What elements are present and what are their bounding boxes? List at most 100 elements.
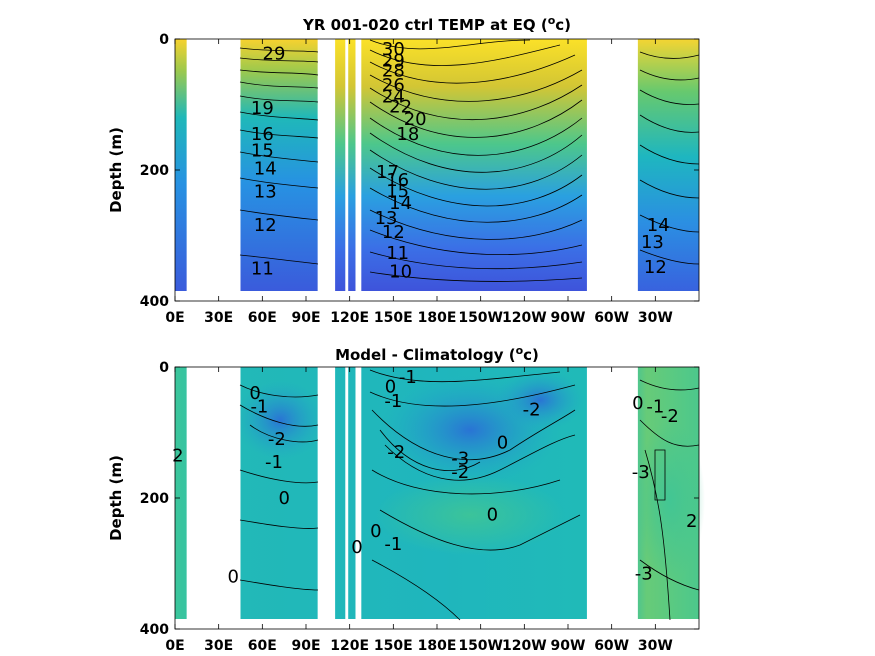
contour-label: 10 [389, 262, 412, 283]
contour-label: 0 [497, 432, 508, 453]
panel1-atlantic-field [636, 39, 699, 301]
contour-label: 2 [172, 445, 183, 466]
x-tick-label: 90W [551, 310, 586, 326]
y-tick-label: 0 [159, 360, 169, 376]
contour-label: 29 [382, 51, 405, 72]
panel1-y-axis: 0 200 400 [140, 32, 699, 310]
contour-label: 18 [396, 124, 419, 145]
contour-label: -1 [384, 534, 402, 555]
contour-label: -3 [635, 563, 653, 584]
contour-label: 13 [375, 208, 398, 229]
contour-label: 0 [351, 537, 362, 558]
land-gap [317, 367, 336, 629]
contour-label: 29 [263, 43, 286, 64]
contour-label: -1 [646, 396, 664, 417]
x-tick-label: 90E [291, 638, 320, 654]
x-tick-label: 30E [204, 638, 233, 654]
contour-label: 16 [251, 124, 274, 145]
contour-label: 24 [382, 87, 405, 108]
contour-label: -1 [265, 452, 283, 473]
contour-label: 2 [686, 511, 697, 532]
y-tick-label: 0 [159, 32, 169, 48]
panel2-ylabel: Depth (m) [107, 455, 125, 541]
contour-label: 30 [382, 39, 405, 60]
contour-label: 26 [382, 75, 405, 96]
panel2-land-gaps [186, 367, 638, 629]
contour-label: 17 [376, 162, 399, 183]
panel2-cool-pocket-east [495, 370, 585, 430]
panel2-warm-pocket-pacific [375, 475, 565, 555]
panel2-contours [239, 369, 700, 621]
contour-label: -2 [523, 400, 541, 421]
contour-label: 0 [632, 393, 643, 414]
contour-label: 28 [382, 60, 405, 81]
y-tick-label: 400 [140, 294, 169, 310]
contour-label: 0 [249, 383, 260, 404]
y-tick-label: 200 [140, 163, 169, 179]
panel1-west-strip [175, 39, 187, 301]
x-tick-label: 0E [165, 310, 184, 326]
contour-label: -2 [268, 429, 286, 450]
x-tick-label: 150W [458, 310, 503, 326]
x-tick-label: 60E [248, 638, 277, 654]
contour-label: 13 [641, 232, 664, 253]
contour-label: 14 [647, 215, 670, 236]
contour-label: 0 [227, 567, 238, 588]
contour-label: 11 [386, 243, 409, 264]
panel2-warm-pocket-atlantic [635, 420, 705, 580]
contour-label: -2 [451, 462, 469, 483]
land-gap [345, 367, 349, 629]
contour-label: -1 [250, 396, 268, 417]
x-tick-label: 30W [638, 638, 673, 654]
x-tick-label: 150E [374, 638, 413, 654]
panel1-land-gaps [186, 39, 638, 301]
land-gap [186, 39, 241, 301]
contour-label: 12 [254, 215, 277, 236]
land-gap [355, 39, 362, 301]
panel1-title: YR 001-020 ctrl TEMP at EQ (oc) [302, 14, 571, 34]
contour-label: 19 [251, 98, 274, 119]
land-gap [586, 39, 638, 301]
x-tick-label: 120W [502, 310, 547, 326]
x-tick-label: 180E [418, 310, 457, 326]
x-tick-label: 180E [418, 638, 457, 654]
contour-label: 0 [370, 521, 381, 542]
contour-label: 14 [389, 193, 412, 214]
x-tick-label: 30E [204, 310, 233, 326]
contour-label: 15 [251, 140, 274, 161]
contour-label: -3 [632, 462, 650, 483]
contour-label: 0 [278, 488, 289, 509]
panel2-title: Model - Climatology (oc) [335, 344, 539, 364]
x-tick-label: 60E [248, 310, 277, 326]
land-gap [317, 39, 336, 301]
contour-label: 15 [386, 181, 409, 202]
contour-label: 0 [385, 377, 396, 398]
contour-label: 14 [254, 159, 277, 180]
panel1-indian-field [236, 39, 318, 301]
x-tick-label: 90W [551, 638, 586, 654]
contour-label: 11 [251, 258, 274, 279]
x-tick-label: 60W [594, 310, 629, 326]
contour-label: -2 [387, 442, 405, 463]
x-tick-label: 120E [330, 310, 369, 326]
x-tick-label: 30W [638, 310, 673, 326]
contour-label: 20 [404, 109, 427, 130]
contour-label: 0 [487, 504, 498, 525]
contour-label: -3 [451, 449, 469, 470]
contour-label: 13 [254, 182, 277, 203]
x-tick-label: 120W [502, 638, 547, 654]
y-tick-label: 400 [140, 622, 169, 638]
x-tick-label: 150W [458, 638, 503, 654]
contour-label: -1 [399, 367, 417, 388]
contour-label: 22 [389, 96, 412, 117]
land-gap [355, 367, 362, 629]
contour-label: 16 [386, 170, 409, 191]
contour-label: 12 [644, 257, 667, 278]
land-gap [345, 39, 349, 301]
panel1-contours [239, 39, 700, 282]
land-gap [186, 367, 241, 629]
